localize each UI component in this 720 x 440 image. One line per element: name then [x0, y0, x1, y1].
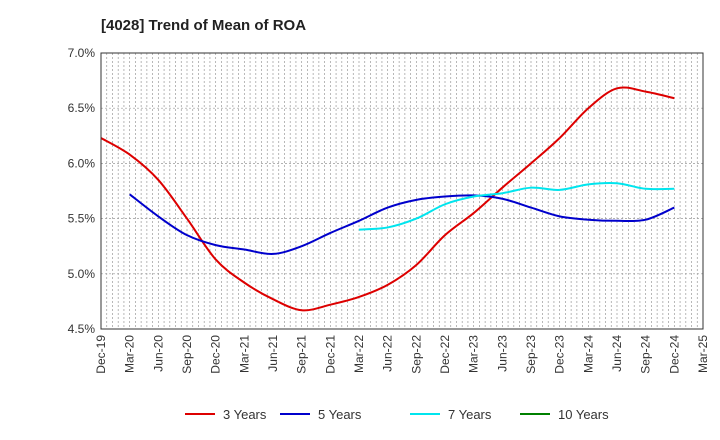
y-tick-label: 6.0% — [68, 156, 96, 170]
y-tick-label: 5.5% — [68, 212, 96, 226]
x-tick-label: Mar-22 — [352, 335, 366, 373]
x-tick-label: Dec-19 — [94, 335, 108, 374]
chart-title: [4028] Trend of Mean of ROA — [101, 17, 306, 34]
x-tick-label: Mar-23 — [467, 335, 481, 373]
legend-label: 5 Years — [318, 407, 362, 422]
x-axis-ticks: Dec-19 Mar-20 Jun-20 Sep-20 Dec-20 Mar-21 Jun-… — [94, 335, 710, 374]
x-tick-label: Jun-21 — [266, 335, 280, 372]
y-tick-label: 5.0% — [68, 267, 96, 281]
y-tick-label: 6.5% — [68, 101, 96, 115]
x-tick-label: Jun-20 — [151, 335, 165, 372]
x-tick-label: Mar-25 — [696, 335, 710, 373]
x-tick-label: Mar-21 — [237, 335, 251, 373]
legend: 3 Years 5 Years 7 Years 10 Years — [185, 407, 609, 422]
series-lines — [100, 86, 675, 312]
series-line-3-years — [100, 86, 675, 312]
x-tick-label: Jun-23 — [495, 335, 509, 372]
x-tick-label: Dec-21 — [323, 335, 337, 374]
y-tick-label: 7.0% — [68, 46, 96, 60]
x-tick-label: Jun-24 — [610, 335, 624, 372]
x-tick-label: Dec-22 — [438, 335, 452, 374]
x-tick-label: Sep-22 — [409, 335, 423, 374]
legend-label: 3 Years — [223, 407, 267, 422]
x-tick-label: Mar-24 — [581, 335, 595, 373]
x-tick-label: Sep-24 — [639, 335, 653, 374]
plot-area — [101, 53, 703, 329]
legend-label: 7 Years — [448, 407, 492, 422]
x-tick-label: Mar-20 — [123, 335, 137, 373]
series-line-5-years — [129, 193, 675, 255]
grid — [101, 53, 703, 329]
y-axis-ticks: 4.5% 5.0% 5.5% 6.0% 6.5% 7.0% — [68, 46, 96, 336]
x-tick-label: Dec-23 — [553, 335, 567, 374]
series-line-7-years — [358, 181, 675, 231]
x-tick-label: Sep-20 — [180, 335, 194, 374]
x-tick-label: Sep-23 — [524, 335, 538, 374]
x-tick-label: Jun-22 — [381, 335, 395, 372]
legend-label: 10 Years — [558, 407, 609, 422]
x-tick-label: Dec-24 — [667, 335, 681, 374]
x-tick-label: Dec-20 — [209, 335, 223, 374]
plot-border — [100, 52, 704, 330]
y-tick-label: 4.5% — [68, 322, 96, 336]
x-tick-label: Sep-21 — [295, 335, 309, 374]
